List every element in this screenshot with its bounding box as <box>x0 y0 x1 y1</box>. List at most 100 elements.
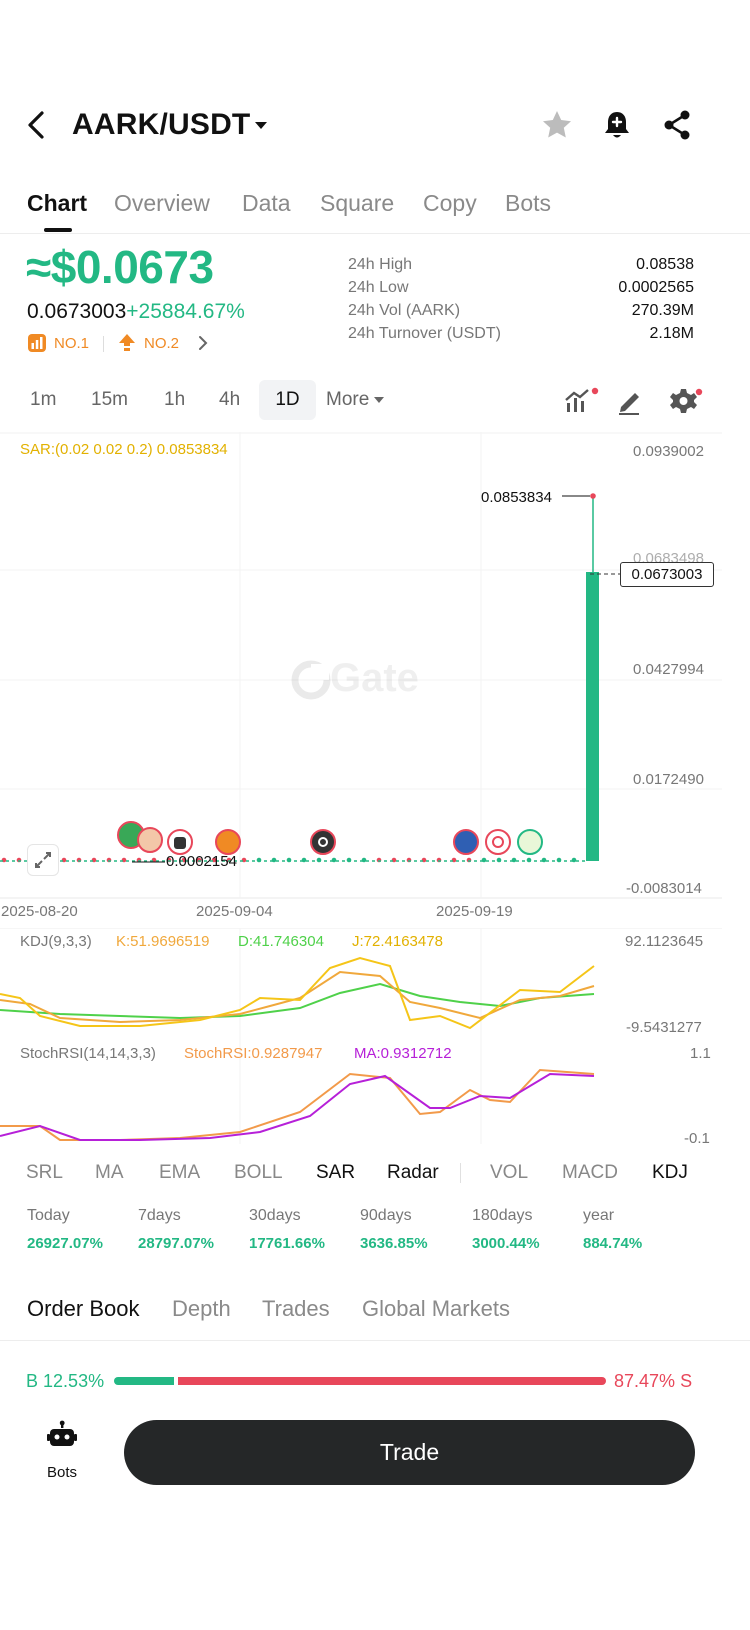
rank-2-label: NO.2 <box>144 334 180 352</box>
orderbook-tabs-divider <box>0 1340 750 1341</box>
tab-data[interactable]: Data <box>242 190 291 216</box>
draw-tools-pencil-icon[interactable] <box>616 386 644 416</box>
back-button[interactable] <box>22 108 54 142</box>
radar-avatar-icon[interactable] <box>215 829 241 855</box>
sell-ratio: 87.47% S <box>614 1371 692 1392</box>
radar-avatar-icon[interactable] <box>453 829 479 855</box>
favorite-star-icon[interactable] <box>540 108 574 142</box>
indicator-boll[interactable]: BOLL <box>234 1162 283 1183</box>
kdj-panel[interactable]: KDJ(9,3,3) K:51.9696519 D:41.746304 J:72… <box>0 927 722 1040</box>
radar-avatar-icon[interactable] <box>485 829 511 855</box>
stochrsi-axis-max: 1.1 <box>690 1045 711 1062</box>
indicator-ema[interactable]: EMA <box>159 1162 201 1183</box>
kdj-j-line <box>0 956 595 1030</box>
performance-row: Today 26927.07% 7days 28797.07% 30days 1… <box>27 1207 727 1257</box>
indicator-separator <box>460 1163 461 1183</box>
indicator-kdj[interactable]: KDJ <box>652 1162 688 1183</box>
timeframe-1d[interactable]: 1D <box>259 380 316 420</box>
kdj-legend-name: KDJ(9,3,3) <box>20 933 92 950</box>
timeframe-4h[interactable]: 4h <box>219 389 241 410</box>
indicator-srl[interactable]: SRL <box>26 1162 63 1183</box>
perf-label-7days: 7days <box>138 1207 181 1224</box>
tab-square[interactable]: Square <box>320 190 395 216</box>
indicator-ma[interactable]: MA <box>95 1162 124 1183</box>
sar-legend: SAR:(0.02 0.02 0.2) 0.0853834 <box>20 441 228 458</box>
bots-button[interactable]: Bots <box>30 1420 94 1486</box>
robot-icon <box>47 1420 77 1446</box>
indicator-settings-icon[interactable] <box>564 386 600 416</box>
pair-dropdown-icon[interactable] <box>252 118 270 132</box>
perf-value-30days: 17761.66% <box>249 1235 325 1252</box>
x-tick-3: 2025-09-19 <box>436 903 513 920</box>
last-price: 0.0673003 <box>27 300 127 323</box>
perf-value-7days: 28797.07% <box>138 1235 214 1252</box>
trending-up-arrow-icon <box>119 334 135 351</box>
price-approx-usd: ≈$0.0673 <box>26 241 214 293</box>
rank-badge-1[interactable]: NO.1 <box>27 333 89 353</box>
kdj-k-line <box>0 970 595 1024</box>
stat-value-high: 0.08538 <box>636 256 694 273</box>
tab-chart[interactable]: Chart <box>27 190 88 216</box>
chart-settings-gear-icon[interactable] <box>666 386 704 416</box>
tab-depth[interactable]: Depth <box>172 1296 231 1321</box>
radar-avatar-icon[interactable] <box>137 827 163 853</box>
price-alert-bell-icon[interactable] <box>600 108 634 142</box>
kdj-legend-j: J:72.4163478 <box>352 933 443 950</box>
stat-value-turnover: 2.18M <box>649 325 694 342</box>
stochrsi-ma-line <box>0 1072 595 1141</box>
current-price-tag[interactable]: 0.0673003 <box>620 562 714 587</box>
buy-ratio: B 12.53% <box>26 1371 104 1392</box>
perf-label-today: Today <box>27 1207 70 1224</box>
bots-label: Bots <box>46 1464 77 1481</box>
tab-order-book[interactable]: Order Book <box>27 1296 140 1321</box>
price-change-percent: +25884.67% <box>126 300 245 323</box>
share-icon[interactable] <box>660 108 694 142</box>
stat-value-vol: 270.39M <box>631 302 694 319</box>
indicator-vol[interactable]: VOL <box>490 1162 529 1183</box>
ratio-bar-sell <box>178 1377 606 1385</box>
tab-copy[interactable]: Copy <box>423 190 477 216</box>
perf-label-year: year <box>583 1207 615 1224</box>
x-tick-2: 2025-09-04 <box>196 903 273 920</box>
ratio-bar <box>114 1377 606 1385</box>
y-tick-low: 0.0172490 <box>633 771 704 788</box>
pair-title[interactable]: AARK/USDT <box>72 108 251 141</box>
perf-label-180days: 180days <box>472 1207 533 1224</box>
radar-avatar-icon[interactable] <box>517 829 543 855</box>
tab-global-markets[interactable]: Global Markets <box>362 1296 510 1321</box>
expand-chart-icon[interactable] <box>27 844 59 876</box>
stat-label-vol: 24h Vol (AARK) <box>348 302 461 319</box>
timeframe-1m[interactable]: 1m <box>30 389 57 410</box>
kdj-legend-d: D:41.746304 <box>238 933 324 950</box>
timeframe-more-button[interactable]: More <box>326 389 385 411</box>
tab-bots[interactable]: Bots <box>505 190 552 216</box>
stochrsi-panel[interactable]: StochRSI(14,14,3,3) StochRSI:0.9287947 M… <box>0 1040 722 1152</box>
chart-watermark-text: Gate <box>330 656 419 700</box>
rank-more-chevron-icon[interactable] <box>196 333 210 353</box>
buy-percent: 12.53% <box>43 1371 105 1391</box>
rank-badge-2[interactable]: NO.2 <box>117 333 179 353</box>
tab-trades[interactable]: Trades <box>262 1296 330 1321</box>
stat-value-low: 0.0002565 <box>618 279 694 296</box>
perf-label-30days: 30days <box>249 1207 301 1224</box>
tab-overview[interactable]: Overview <box>114 190 210 216</box>
radar-avatar-icon[interactable] <box>167 829 193 855</box>
timeframe-1h[interactable]: 1h <box>164 389 186 410</box>
gate-watermark-logo <box>291 660 331 700</box>
rank-1-label: NO.1 <box>54 334 90 352</box>
high-price-marker: 0.0853834 <box>481 489 552 506</box>
tabs-divider <box>0 233 750 234</box>
stochrsi-axis-min: -0.1 <box>684 1130 710 1147</box>
radar-avatar-icon[interactable] <box>310 829 336 855</box>
kdj-axis-max: 92.1123645 <box>625 933 704 950</box>
trade-button[interactable]: Trade <box>124 1420 695 1485</box>
timeframe-15m[interactable]: 15m <box>91 389 128 410</box>
stat-label-high: 24h High <box>348 256 413 273</box>
indicator-radar[interactable]: Radar <box>387 1162 439 1183</box>
candlestick-chart-svg <box>0 432 722 899</box>
y-tick-mid: 0.0427994 <box>633 661 704 678</box>
main-chart[interactable]: Gate SAR:(0.02 0.02 0.2) 0.0853834 0.085… <box>0 432 722 902</box>
indicator-sar[interactable]: SAR <box>316 1162 356 1183</box>
indicator-macd[interactable]: MACD <box>562 1162 618 1183</box>
